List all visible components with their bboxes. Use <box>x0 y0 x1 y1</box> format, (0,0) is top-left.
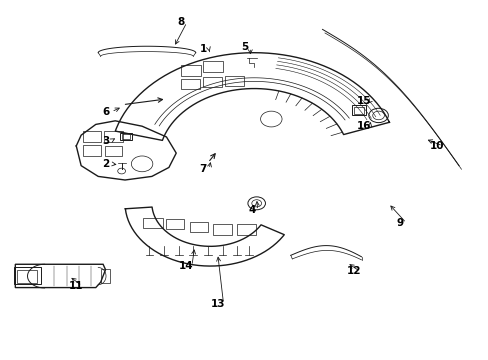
Bar <box>82 145 101 156</box>
Text: 4: 4 <box>247 206 255 216</box>
Text: 10: 10 <box>429 141 444 151</box>
Bar <box>14 267 41 284</box>
Bar <box>181 64 200 76</box>
Text: 3: 3 <box>102 136 109 145</box>
Bar <box>203 61 222 72</box>
Bar <box>104 131 122 141</box>
Text: 15: 15 <box>356 96 370 106</box>
Bar <box>104 145 122 156</box>
Bar <box>203 77 221 87</box>
Bar <box>181 78 199 89</box>
Text: 9: 9 <box>396 218 403 228</box>
Bar <box>213 225 231 234</box>
Text: 7: 7 <box>199 164 206 174</box>
Bar <box>101 269 110 283</box>
Bar <box>236 225 256 234</box>
Bar <box>82 131 101 141</box>
Polygon shape <box>15 264 105 288</box>
Bar <box>120 134 132 140</box>
Text: 11: 11 <box>69 281 83 291</box>
Text: 5: 5 <box>241 42 247 52</box>
Text: 1: 1 <box>199 44 206 54</box>
Bar <box>224 76 243 86</box>
Text: 8: 8 <box>177 17 184 27</box>
Text: 6: 6 <box>102 107 109 117</box>
Bar <box>351 105 366 116</box>
Text: 14: 14 <box>178 261 193 271</box>
Bar <box>122 134 130 139</box>
Bar <box>165 219 183 229</box>
Bar <box>353 107 364 114</box>
Bar <box>189 222 208 232</box>
Text: 12: 12 <box>346 266 361 276</box>
Text: 16: 16 <box>356 121 370 131</box>
Bar <box>17 270 37 283</box>
Bar <box>143 218 162 228</box>
Text: 13: 13 <box>210 299 224 309</box>
Text: 2: 2 <box>102 159 109 169</box>
